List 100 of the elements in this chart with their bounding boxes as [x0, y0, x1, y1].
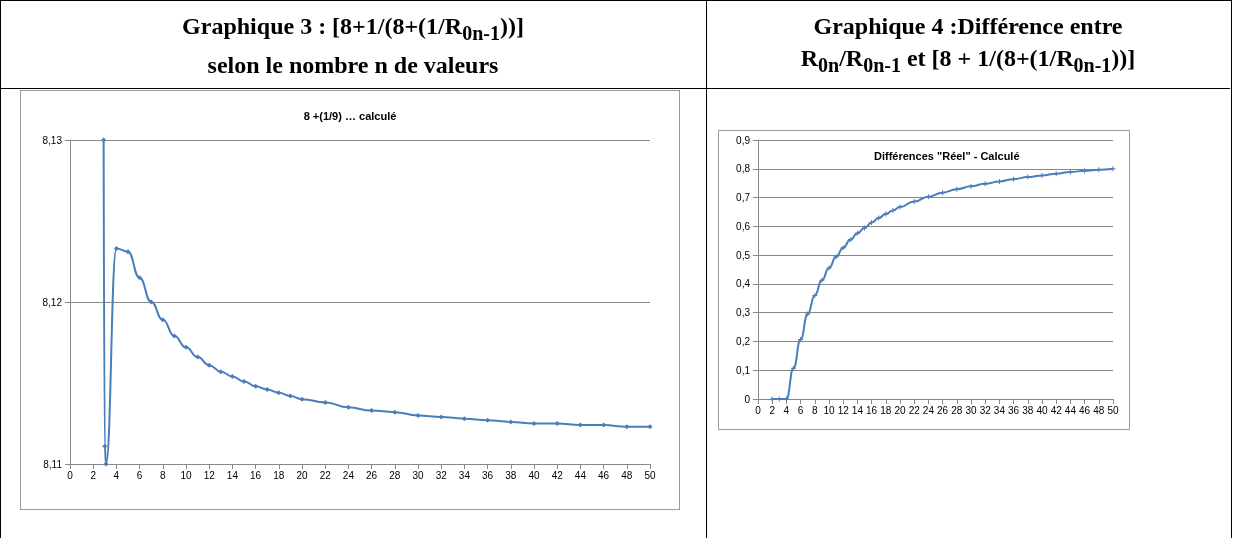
point: [791, 365, 796, 371]
point: [415, 412, 421, 418]
point: [101, 137, 107, 143]
point: [345, 404, 351, 410]
chart-title: Graphique 3 : [8+1/(8+(1/R$_{0n-1}$))] selon le nombre n de valeurs: [181, 12, 525, 80]
point: [1053, 171, 1059, 177]
x-tick-label: 22: [319, 469, 332, 481]
y-tick-label: 0,4: [736, 278, 751, 290]
y-tick-label: 0,6: [736, 220, 751, 232]
point: [876, 215, 882, 221]
point: [890, 208, 896, 214]
point: [148, 299, 154, 305]
x-tick-label: 42: [551, 469, 564, 481]
x-tick-label: 16: [866, 404, 878, 416]
point: [647, 424, 653, 430]
x-tick-label: 38: [1022, 404, 1034, 416]
point: [113, 246, 119, 252]
point: [798, 336, 804, 342]
point: [369, 408, 375, 414]
x-tick-label: 24: [922, 404, 935, 416]
point: [869, 220, 875, 226]
point: [982, 181, 988, 187]
y-tick-label: 0,8: [736, 163, 751, 175]
point: [1067, 169, 1073, 175]
point: [392, 409, 398, 415]
point: [264, 386, 270, 392]
x-tick-label: 26: [937, 404, 949, 416]
x-tick-label: 4: [783, 404, 790, 416]
x-tick-label: 26: [366, 469, 378, 481]
point: [624, 424, 630, 430]
point: [438, 414, 444, 420]
x-tick-label: 48: [1093, 404, 1105, 416]
point: [577, 422, 583, 428]
point: [968, 183, 974, 189]
x-tick-label: 16: [250, 469, 262, 481]
point: [819, 277, 825, 283]
x-tick-label: 36: [1008, 404, 1020, 416]
x-tick-label: 0: [755, 404, 762, 416]
point: [1096, 167, 1102, 173]
point: [897, 204, 903, 210]
point: [102, 443, 108, 449]
point: [485, 417, 491, 423]
x-tick-label: 28: [951, 404, 963, 416]
point: [241, 378, 247, 384]
point: [218, 369, 224, 375]
y-tick-label: 0,1: [736, 364, 751, 376]
x-tick-label: 28: [389, 469, 401, 481]
x-tick-label: 14: [226, 469, 239, 481]
x-tick-label: 6: [797, 404, 804, 416]
point: [183, 344, 189, 350]
chart-title: Graphique 4 :Différence entre R$_{0n}$/R$_{0n-1}$ et [8 + 1/(8+(1/R$_{0n-1}$))]: [799, 12, 1137, 78]
point: [862, 225, 867, 231]
x-tick-label: 30: [412, 469, 424, 481]
x-tick-label: 24: [342, 469, 355, 481]
x-tick-label: 36: [482, 469, 494, 481]
x-tick-label: 18: [880, 404, 892, 416]
x-tick-label: 34: [458, 469, 471, 481]
x-tick-label: 40: [528, 469, 540, 481]
x-tick-label: 8: [160, 469, 167, 481]
point: [601, 422, 607, 428]
x-tick-label: 50: [1107, 404, 1119, 416]
point: [103, 461, 109, 467]
x-tick-label: 46: [1079, 404, 1091, 416]
point: [125, 249, 131, 255]
point: [847, 237, 853, 243]
y-tick-label: 0: [744, 393, 751, 405]
x-tick-label: 46: [598, 469, 610, 481]
x-tick-label: 40: [1036, 404, 1048, 416]
point: [554, 421, 560, 426]
point: [137, 275, 143, 281]
x-tick-label: 44: [1064, 404, 1077, 416]
y-tick-label: 0,7: [736, 192, 751, 204]
point: [229, 374, 235, 380]
point: [195, 354, 201, 360]
x-tick-label: 10: [823, 404, 835, 416]
y-tick-label: 0,5: [736, 249, 751, 261]
x-tick-label: 50: [644, 469, 656, 481]
point: [925, 194, 931, 200]
point: [883, 211, 889, 217]
y-tick-label: 8,11: [43, 458, 63, 470]
x-tick-label: 32: [979, 404, 992, 416]
point: [276, 390, 282, 396]
point: [826, 265, 832, 271]
point: [840, 245, 846, 251]
x-tick-label: 44: [574, 469, 587, 481]
point: [854, 230, 860, 236]
x-tick-label: 0: [67, 469, 74, 481]
x-tick-label: 20: [894, 404, 906, 416]
x-tick-label: 32: [435, 469, 448, 481]
x-tick-label: 38: [505, 469, 517, 481]
x-tick-label: 14: [851, 404, 864, 416]
x-tick-label: 22: [908, 404, 921, 416]
x-tick-label: 12: [837, 404, 850, 416]
point: [322, 399, 328, 405]
x-tick-label: 2: [769, 404, 776, 416]
point: [508, 419, 514, 425]
x-tick-label: 6: [136, 469, 143, 481]
x-tick-label: 8: [812, 404, 819, 416]
x-tick-label: 10: [180, 469, 192, 481]
point: [253, 383, 259, 389]
